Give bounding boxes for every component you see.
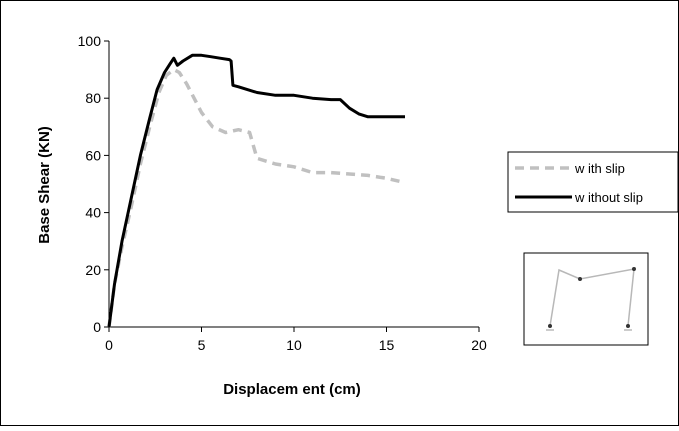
y-axis-title: Base Shear (KN) bbox=[36, 126, 53, 244]
series-line-without-slip bbox=[107, 53, 405, 328]
frame-structure-icon bbox=[523, 252, 649, 346]
legend-label-without-slip: w ithout slip bbox=[574, 190, 643, 205]
x-tick-label: 10 bbox=[286, 337, 302, 353]
x-tick-label: 20 bbox=[471, 337, 487, 353]
x-tick-label: 15 bbox=[379, 337, 395, 353]
x-axis-title: Displacem ent (cm) bbox=[223, 381, 361, 398]
frame-node-base-right bbox=[626, 324, 630, 328]
legend-box bbox=[507, 151, 679, 213]
legend-label-with-slip: w ith slip bbox=[574, 161, 625, 176]
y-tick-label: 60 bbox=[85, 147, 101, 163]
y-tick-label: 80 bbox=[85, 90, 101, 106]
y-tick-label: 0 bbox=[93, 319, 101, 335]
frame-node-base-left bbox=[548, 324, 552, 328]
y-tick-label: 20 bbox=[85, 262, 101, 278]
frame-node-top-right bbox=[632, 267, 636, 271]
y-tick-label: 100 bbox=[78, 33, 102, 49]
x-tick-label: 5 bbox=[198, 337, 206, 353]
y-tick-label: 40 bbox=[85, 205, 101, 221]
series-line-with-slip bbox=[107, 67, 406, 328]
plot-area: 0 20 40 60 80 100 0 5 10 15 20 bbox=[78, 33, 487, 353]
legend: w ith slip w ithout slip bbox=[507, 151, 679, 213]
inset-box bbox=[523, 252, 649, 346]
x-tick-label: 0 bbox=[105, 337, 113, 353]
frame-node-mid bbox=[578, 277, 582, 281]
